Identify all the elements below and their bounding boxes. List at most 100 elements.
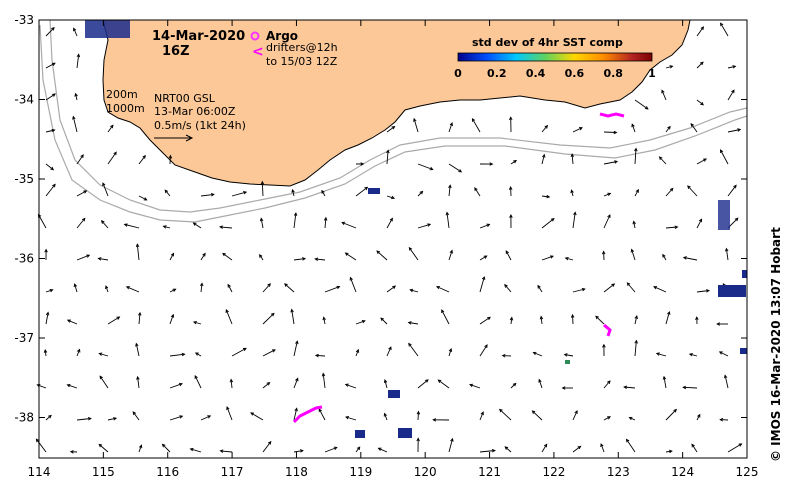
velocity-arrow-head — [691, 443, 695, 448]
x-tick-label: 117 — [221, 465, 244, 479]
velocity-arrow — [124, 223, 140, 229]
velocity-arrow — [533, 352, 543, 357]
velocity-arrow-head — [577, 445, 582, 450]
velocity-arrow — [378, 447, 388, 453]
velocity-arrow-head — [81, 217, 86, 222]
velocity-arrow-head — [613, 130, 618, 135]
velocity-arrow-head — [690, 123, 694, 127]
velocity-arrow-head — [635, 188, 639, 193]
velocity-arrow-head — [546, 194, 551, 199]
velocity-arrow-head — [50, 166, 55, 171]
sst-patch-1 — [368, 188, 380, 194]
velocity-arrow-head — [564, 256, 569, 261]
velocity-arrow — [226, 406, 233, 421]
velocity-arrow-head — [267, 440, 272, 445]
product-line2: 13-Mar 06:00Z — [154, 105, 236, 118]
velocity-arrow — [169, 155, 171, 165]
velocity-arrow — [417, 379, 429, 389]
velocity-arrow — [45, 312, 49, 325]
velocity-arrow — [417, 163, 433, 170]
colorbar-ticks: 0 0.2 0.4 0.6 0.8 1 — [454, 67, 656, 80]
velocity-arrow-head — [669, 187, 674, 192]
velocity-arrow — [262, 441, 272, 453]
velocity-arrow — [99, 375, 109, 389]
velocity-arrow-head — [634, 314, 638, 320]
velocity-arrow-head — [123, 223, 128, 227]
velocity-arrow — [634, 189, 639, 197]
velocity-arrow-head — [543, 443, 548, 448]
velocity-arrow-head — [539, 315, 544, 320]
velocity-arrow-head — [673, 408, 677, 413]
velocity-arrow-head — [97, 257, 102, 261]
velocity-arrow — [101, 220, 109, 229]
velocity-arrow-head — [142, 154, 146, 159]
colorbar — [457, 52, 653, 62]
velocity-arrow — [479, 223, 490, 229]
velocity-arrow-head — [486, 223, 491, 227]
velocity-arrow-head — [505, 250, 509, 255]
velocity-arrow-head — [341, 221, 346, 225]
velocity-arrow — [45, 415, 52, 421]
x-tick-label: 120 — [414, 465, 437, 479]
velocity-arrow-head — [336, 285, 341, 290]
velocity-arrow — [355, 186, 368, 197]
velocity-arrow — [413, 118, 419, 133]
velocity-arrow-head — [318, 408, 322, 413]
velocity-arrow-head — [98, 352, 103, 356]
velocity-arrow — [345, 252, 357, 261]
velocity-arrow-head — [290, 308, 294, 313]
velocity-arrow-head — [509, 316, 514, 321]
velocity-arrow-head — [194, 352, 199, 356]
velocity-arrow-head — [611, 283, 616, 287]
velocity-arrow-head — [164, 189, 169, 194]
velocity-arrow — [540, 316, 543, 325]
velocity-arrow-head — [266, 381, 271, 386]
velocity-arrow-head — [291, 188, 295, 193]
velocity-arrow — [603, 161, 618, 165]
velocity-arrow-head — [600, 443, 604, 448]
velocity-arrow — [448, 250, 453, 261]
velocity-arrow-head — [578, 127, 583, 131]
velocity-arrow-head — [392, 285, 396, 289]
velocity-arrow — [293, 408, 298, 421]
velocity-arrow-head — [86, 254, 91, 258]
velocity-arrow — [571, 190, 574, 197]
velocity-arrow — [626, 282, 636, 293]
velocity-arrow-head — [321, 372, 326, 377]
velocity-arrow-head — [448, 347, 453, 352]
velocity-arrow-head — [697, 413, 701, 418]
velocity-arrow — [665, 226, 678, 229]
velocity-arrow-head — [72, 115, 76, 120]
velocity-arrow — [318, 408, 326, 421]
velocity-arrow-head — [323, 216, 328, 221]
velocity-arrow — [665, 188, 674, 197]
drifter-marker-icon: < — [252, 44, 264, 60]
sst-patch-east3 — [742, 270, 747, 278]
velocity-arrow — [169, 353, 185, 357]
velocity-arrow — [107, 151, 117, 165]
velocity-arrow — [441, 309, 450, 325]
velocity-arrow-head — [170, 313, 175, 318]
velocity-arrow — [76, 418, 91, 421]
velocity-arrow-head — [668, 449, 673, 454]
velocity-arrow-head — [498, 408, 503, 413]
velocity-arrow — [629, 417, 636, 421]
velocity-arrow — [634, 315, 638, 325]
contour-1000-label: 1000m — [106, 102, 145, 115]
velocity-arrow — [107, 125, 114, 133]
velocity-arrow-head — [44, 248, 48, 253]
velocity-arrow — [293, 378, 299, 389]
velocity-arrow — [169, 415, 183, 421]
velocity-arrow — [448, 122, 453, 133]
velocity-arrow — [727, 65, 736, 69]
velocity-arrow-head — [427, 223, 432, 227]
x-tick-label: 114 — [28, 465, 51, 479]
velocity-arrow-head — [474, 187, 478, 191]
velocity-arrow-head — [574, 409, 578, 414]
y-tick-label: -34 — [14, 93, 34, 107]
velocity-arrow — [138, 445, 142, 453]
velocity-arrow — [720, 22, 729, 37]
velocity-arrow — [603, 416, 611, 421]
x-tick-label: 118 — [285, 465, 308, 479]
x-tick-label: 121 — [478, 465, 501, 479]
